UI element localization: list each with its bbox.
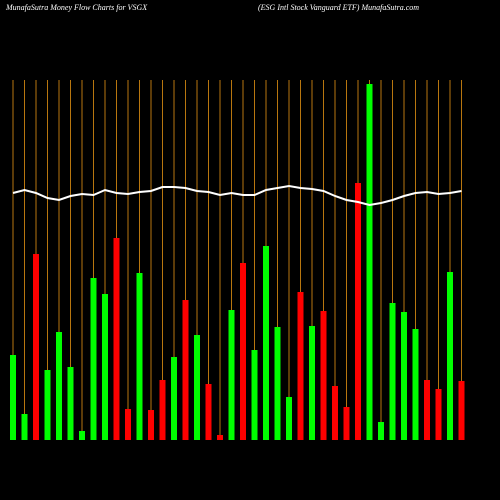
bar [102,294,108,440]
bar [125,409,131,440]
bar [21,414,28,440]
bar [56,332,62,440]
chart-title: MunafaSutra Money Flow Charts for VSGX [5,3,148,12]
bar [355,183,361,440]
bar [90,278,97,440]
bar [435,389,442,440]
bar [10,355,16,440]
bar [366,84,373,440]
bar [458,381,465,440]
bar [412,329,419,440]
bar [182,300,189,440]
bar [67,367,74,440]
bar [286,397,292,440]
bar [401,312,407,440]
bar [44,370,51,440]
money-flow-line [12,184,462,207]
bar [424,380,430,440]
bar [332,386,338,440]
bar [136,273,143,440]
bar [343,407,350,440]
bar [217,435,223,440]
bar [378,422,384,440]
bar [228,310,235,440]
bar [159,380,166,440]
bar [297,292,304,440]
bar [447,272,453,440]
bar [320,311,327,440]
bar [148,410,154,440]
bar [33,254,39,440]
bar [274,327,281,440]
bar [171,357,177,440]
bar [263,246,269,440]
bar [389,303,396,440]
bar [194,335,200,440]
bar [205,384,212,440]
bar [113,238,120,440]
chart-subtitle: (ESG Intl Stock Vanguard ETF) MunafaSutr… [258,3,419,12]
bar [79,431,85,440]
bar [240,263,246,440]
bar [251,350,258,440]
bar [309,326,315,440]
